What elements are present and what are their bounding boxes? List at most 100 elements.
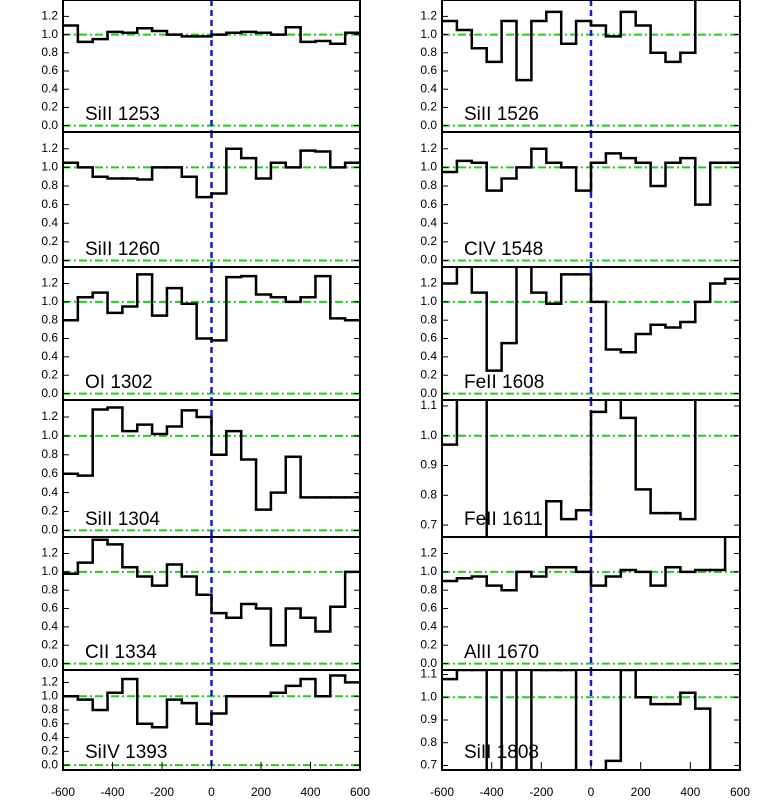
- x-tick-label: -600: [51, 785, 75, 799]
- y-tick-label: 0.9: [420, 712, 437, 726]
- y-tick-label: 0.4: [41, 619, 58, 633]
- y-tick-label: 0.6: [41, 716, 58, 730]
- y-tick-label: 0.8: [420, 45, 437, 59]
- y-tick-label: 0.6: [41, 63, 58, 77]
- y-tick-label: 0.7: [420, 758, 437, 772]
- y-tick-label: 0.4: [41, 215, 58, 229]
- y-tick-label: 0.0: [420, 253, 437, 267]
- y-tick-label: 0.0: [41, 523, 58, 537]
- line-label: CIV 1548: [464, 239, 543, 260]
- panel: [63, 537, 360, 670]
- y-tick-label: 0.4: [41, 81, 58, 95]
- y-tick-label: 0.2: [41, 100, 58, 114]
- y-tick-label: 0.6: [420, 197, 437, 211]
- y-tick-label: 0.0: [420, 656, 437, 670]
- y-tick-label: 1.0: [41, 688, 58, 702]
- x-tick-label: 0: [208, 785, 215, 799]
- y-tick-label: 1.0: [41, 428, 58, 442]
- y-tick-label: 1.2: [41, 546, 58, 560]
- panel: [442, 267, 740, 400]
- y-tick-label: 0.8: [420, 487, 437, 501]
- y-tick-label: 0.8: [41, 702, 58, 716]
- y-tick-label: 0.6: [41, 466, 58, 480]
- y-tick-label: 0.8: [41, 178, 58, 192]
- line-label: SiIV 1393: [85, 742, 167, 763]
- y-tick-label: 0.4: [41, 349, 58, 363]
- y-tick-label: 0.6: [420, 601, 437, 615]
- line-label: FeII 1611: [464, 509, 543, 530]
- y-tick-label: 1.0: [420, 689, 437, 703]
- y-tick-label: 0.4: [41, 485, 58, 499]
- y-tick-label: 1.0: [420, 428, 437, 442]
- x-tick-label: 0: [588, 785, 595, 799]
- y-tick-label: 0.4: [420, 619, 437, 633]
- y-tick-label: 0.6: [41, 331, 58, 345]
- y-tick-label: 0.2: [41, 367, 58, 381]
- y-tick-label: 0.2: [41, 637, 58, 651]
- y-tick-label: 0.0: [420, 118, 437, 132]
- y-tick-label: 1.2: [41, 9, 58, 23]
- x-tick-label: 600: [730, 785, 750, 799]
- y-tick-label: 0.8: [420, 735, 437, 749]
- y-tick-label: 1.0: [41, 160, 58, 174]
- line-label: SiII 1260: [85, 239, 160, 260]
- y-tick-label: 0.8: [420, 582, 437, 596]
- x-tick-label: -400: [100, 785, 124, 799]
- y-tick-label: 0.6: [41, 601, 58, 615]
- x-tick-label: -400: [480, 785, 504, 799]
- y-tick-label: 0.0: [420, 386, 437, 400]
- x-tick-label: 400: [680, 785, 700, 799]
- panel: [63, 0, 360, 132]
- y-tick-label: 0.2: [41, 744, 58, 758]
- panel: [442, 670, 740, 770]
- y-tick-label: 0.2: [41, 234, 58, 248]
- y-tick-label: 0.4: [420, 349, 437, 363]
- y-tick-label: 0.2: [420, 100, 437, 114]
- y-tick-label: 0.0: [41, 386, 58, 400]
- y-tick-label: 1.2: [420, 546, 437, 560]
- y-tick-label: 0.0: [41, 757, 58, 771]
- x-tick-label: -200: [150, 785, 174, 799]
- line-label: OI 1302: [85, 372, 153, 393]
- x-tick-label: 400: [300, 785, 320, 799]
- y-tick-label: 1.0: [41, 27, 58, 41]
- y-tick-label: 1.0: [420, 160, 437, 174]
- y-tick-label: 1.0: [41, 564, 58, 578]
- y-tick-label: 1.2: [41, 409, 58, 423]
- y-tick-label: 1.2: [420, 141, 437, 155]
- y-tick-label: 1.2: [420, 276, 437, 290]
- y-tick-label: 0.2: [420, 367, 437, 381]
- x-tick-label: 600: [350, 785, 370, 799]
- y-tick-label: 1.2: [41, 141, 58, 155]
- y-tick-label: 1.2: [41, 276, 58, 290]
- panel: [442, 400, 740, 537]
- panel: [63, 132, 360, 267]
- y-tick-label: 0.8: [41, 582, 58, 596]
- line-label: SiII 1304: [85, 509, 160, 530]
- y-tick-label: 0.4: [41, 730, 58, 744]
- panel: [442, 132, 740, 267]
- y-tick-label: 1.1: [420, 398, 437, 412]
- x-tick-label: -200: [529, 785, 553, 799]
- y-tick-label: 1.0: [420, 564, 437, 578]
- y-tick-label: 1.2: [41, 675, 58, 689]
- y-tick-label: 0.6: [420, 63, 437, 77]
- y-tick-label: 1.1: [420, 667, 437, 681]
- y-tick-label: 0.0: [41, 656, 58, 670]
- panel: [442, 0, 740, 132]
- y-tick-label: 0.2: [420, 637, 437, 651]
- y-tick-label: 0.6: [420, 331, 437, 345]
- x-tick-label: 200: [251, 785, 271, 799]
- line-label: SiII 1253: [85, 104, 160, 125]
- y-tick-label: 0.8: [41, 45, 58, 59]
- line-label: FeII 1608: [464, 372, 544, 393]
- y-tick-label: 0.6: [41, 197, 58, 211]
- y-tick-label: 1.0: [420, 27, 437, 41]
- y-tick-label: 0.7: [420, 517, 437, 531]
- line-label: SiII 1808: [464, 742, 539, 763]
- panel: [442, 537, 740, 670]
- panel: [63, 267, 360, 400]
- y-tick-label: 0.2: [41, 504, 58, 518]
- y-tick-label: 0.8: [420, 178, 437, 192]
